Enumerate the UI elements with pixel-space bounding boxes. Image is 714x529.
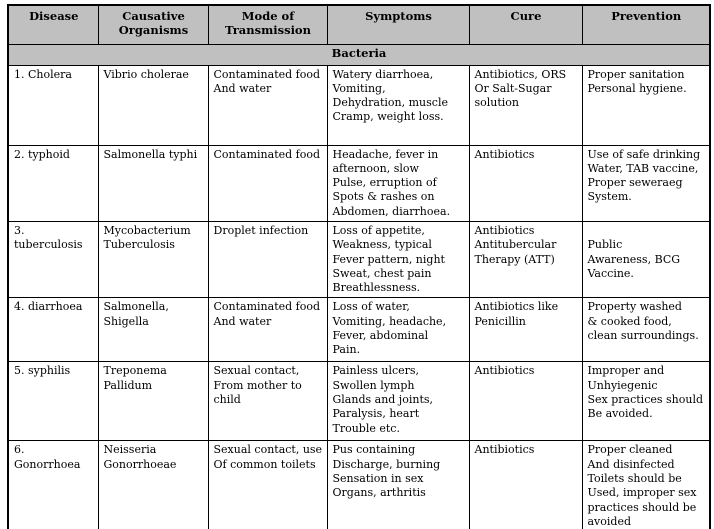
transmission-cell: Droplet infection: [207, 220, 328, 299]
prevention-cell: Proper sanitation Personal hygiene.: [581, 64, 711, 146]
disease-cell: 4. diarrhoea: [7, 297, 99, 363]
symptoms-cell: Loss of appetite, Weakness, typical Feve…: [326, 220, 470, 299]
transmission-cell: Contaminated food: [207, 144, 328, 222]
table-row: 5. syphilis Treponema Pallidum Sexual co…: [7, 361, 711, 442]
prevention-cell: Proper cleaned And disinfected Toilets s…: [581, 440, 711, 529]
cure-cell: Antibiotics Antitubercular Therapy (ATT): [468, 220, 583, 299]
disease-cell: 5. syphilis: [7, 361, 99, 442]
organism-cell: Mycobacterium Tuberculosis: [97, 220, 209, 299]
prevention-cell: Use of safe drinking Water, TAB vaccine,…: [581, 144, 711, 222]
table-row: 3. tuberculosis Mycobacterium Tuberculos…: [7, 220, 711, 299]
column-header-prevention: Prevention: [581, 4, 711, 45]
disease-cell: 1. Cholera: [7, 64, 99, 146]
column-header-cure: Cure: [468, 4, 583, 45]
symptoms-cell: Painless ulcers, Swollen lymph Glands an…: [326, 361, 470, 442]
transmission-cell: Sexual contact, From mother to child: [207, 361, 328, 442]
column-header-causative-organisms: Causative Organisms: [97, 4, 209, 45]
disease-table: Disease Causative Organisms Mode of Tran…: [7, 4, 711, 529]
organism-cell: Salmonella typhi: [97, 144, 209, 222]
section-header-row: Bacteria: [7, 43, 711, 66]
symptoms-cell: Watery diarrhoea, Vomiting, Dehydration,…: [326, 64, 470, 146]
prevention-cell: Improper and Unhyiegenic Sex practices s…: [581, 361, 711, 442]
disease-cell: 6. Gonorrhoea: [7, 440, 99, 529]
column-header-disease: Disease: [7, 4, 99, 45]
disease-cell: 3. tuberculosis: [7, 220, 99, 299]
table-row: 4. diarrhoea Salmonella, Shigella Contam…: [7, 297, 711, 363]
table-row: 2. typhoid Salmonella typhi Contaminated…: [7, 144, 711, 222]
symptoms-cell: Pus containing Discharge, burning Sensat…: [326, 440, 470, 529]
column-header-mode-of-transmission: Mode of Transmission: [207, 4, 328, 45]
transmission-cell: Contaminated food And water: [207, 64, 328, 146]
table-row: 6. Gonorrhoea Neisseria Gonorrhoeae Sexu…: [7, 440, 711, 529]
cure-cell: Antibiotics like Penicillin: [468, 297, 583, 363]
section-header-bacteria: Bacteria: [7, 43, 711, 66]
table-row: 1. Cholera Vibrio cholerae Contaminated …: [7, 64, 711, 146]
prevention-cell: Property washed & cooked food, clean sur…: [581, 297, 711, 363]
column-header-symptoms: Symptoms: [326, 4, 470, 45]
transmission-cell: Contaminated food And water: [207, 297, 328, 363]
cure-cell: Antibiotics: [468, 440, 583, 529]
cure-cell: Antibiotics: [468, 361, 583, 442]
prevention-cell: Public Awareness, BCG Vaccine.: [581, 220, 711, 299]
transmission-cell: Sexual contact, use Of common toilets: [207, 440, 328, 529]
table-header-row: Disease Causative Organisms Mode of Tran…: [7, 4, 711, 45]
organism-cell: Treponema Pallidum: [97, 361, 209, 442]
symptoms-cell: Loss of water, Vomiting, headache, Fever…: [326, 297, 470, 363]
cure-cell: Antibiotics, ORS Or Salt-Sugar solution: [468, 64, 583, 146]
cure-cell: Antibiotics: [468, 144, 583, 222]
disease-cell: 2. typhoid: [7, 144, 99, 222]
organism-cell: Salmonella, Shigella: [97, 297, 209, 363]
organism-cell: Vibrio cholerae: [97, 64, 209, 146]
organism-cell: Neisseria Gonorrhoeae: [97, 440, 209, 529]
symptoms-cell: Headache, fever in afternoon, slow Pulse…: [326, 144, 470, 222]
